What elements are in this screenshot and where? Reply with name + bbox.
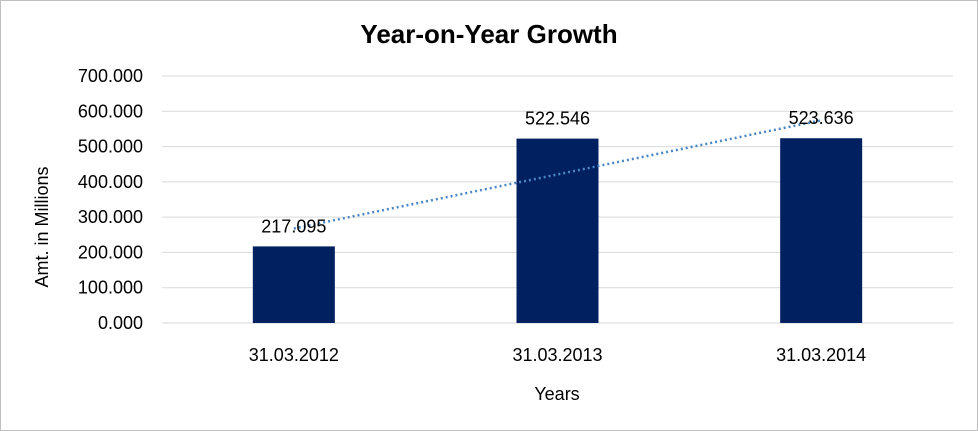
y-tick-label: 100.000 [78, 278, 143, 298]
data-labels: 217.095 522.546 523.636 [261, 108, 853, 236]
bars [252, 138, 863, 323]
data-label: 217.095 [261, 216, 326, 236]
x-tick-label: 31.03.2013 [512, 345, 602, 365]
y-tick-label: 200.000 [78, 242, 143, 262]
y-tick-label: 600.000 [78, 101, 143, 121]
bar [780, 138, 863, 323]
y-tick-label: 500.000 [78, 137, 143, 157]
bar [516, 138, 599, 323]
y-axis-ticks: 0.000 100.000 200.000 300.000 400.000 500.000… [78, 66, 143, 333]
y-tick-label: 700.000 [78, 66, 143, 86]
data-label: 523.636 [789, 108, 854, 128]
x-tick-label: 31.03.2014 [776, 345, 866, 365]
y-axis-label: Amt. in Millions [32, 166, 52, 287]
y-tick-label: 400.000 [78, 172, 143, 192]
data-label: 522.546 [525, 109, 590, 129]
y-tick-label: 300.000 [78, 207, 143, 227]
y-tick-label: 0.000 [98, 313, 143, 333]
x-axis-ticks: 31.03.2012 31.03.2013 31.03.2014 [249, 345, 866, 365]
x-axis-label: Years [534, 384, 579, 404]
bar [252, 246, 335, 323]
x-tick-label: 31.03.2012 [249, 345, 339, 365]
chart-title: Year-on-Year Growth [360, 19, 617, 49]
